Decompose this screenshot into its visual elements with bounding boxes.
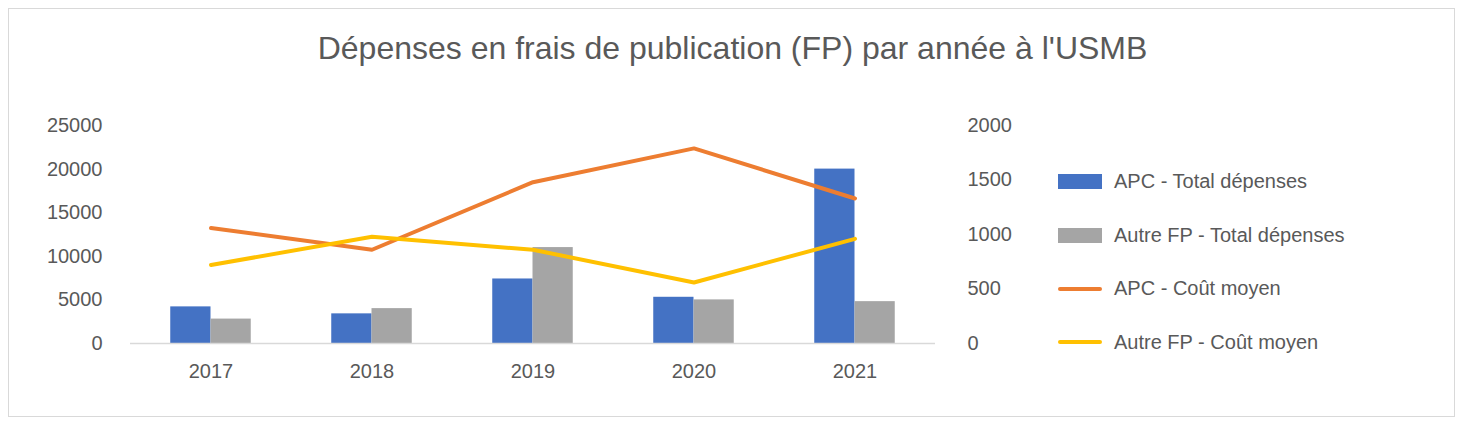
svg-text:500: 500 xyxy=(968,277,1001,299)
svg-text:10000: 10000 xyxy=(47,245,103,267)
svg-text:2017: 2017 xyxy=(189,360,234,382)
svg-text:15000: 15000 xyxy=(47,201,103,223)
svg-text:5000: 5000 xyxy=(58,288,103,310)
svg-text:25000: 25000 xyxy=(47,114,103,136)
svg-text:0: 0 xyxy=(968,332,979,354)
html-text:Autre FP - Coût moyen: Autre FP - Coût moyen xyxy=(1114,330,1319,353)
svg-text:2000: 2000 xyxy=(968,114,1013,136)
svg-text:2018: 2018 xyxy=(350,360,395,382)
html-text:Dépenses en frais de publicati: Dépenses en frais de publication (FP) pa… xyxy=(317,30,1148,66)
html-text:APC - Coût moyen: APC - Coût moyen xyxy=(1114,277,1281,300)
svg-text:1500: 1500 xyxy=(968,168,1013,190)
svg-text:2020: 2020 xyxy=(672,360,717,382)
svg-text:2019: 2019 xyxy=(511,360,556,382)
svg-text:0: 0 xyxy=(91,332,102,354)
html-text:Autre FP - Total dépenses: Autre FP - Total dépenses xyxy=(1114,223,1345,246)
html-text:APC - Total dépenses: APC - Total dépenses xyxy=(1114,170,1308,193)
svg-text:20000: 20000 xyxy=(47,158,103,180)
svg-text:1000: 1000 xyxy=(968,223,1013,245)
svg-text:2021: 2021 xyxy=(833,360,878,382)
